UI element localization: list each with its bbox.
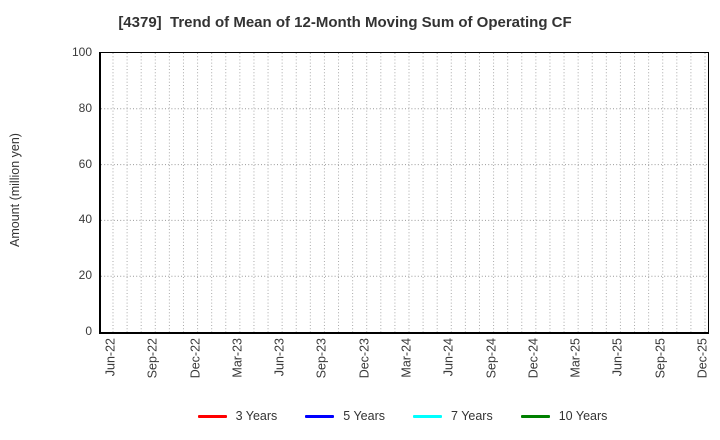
x-tick-label: Mar-25	[568, 338, 583, 378]
legend-item-10-years: 10 Years	[520, 409, 608, 423]
legend-line-swatch	[413, 414, 443, 418]
y-tick-label: 20	[78, 268, 92, 283]
y-axis-label: Amount (million yen)	[8, 133, 22, 247]
legend-label: 7 Years	[451, 409, 493, 423]
x-tick-label: Sep-24	[484, 338, 499, 379]
x-tick-label: Jun-23	[272, 338, 287, 377]
x-tick-label: Jun-25	[610, 338, 625, 377]
y-tick-label: 0	[85, 324, 92, 338]
x-tick-label: Dec-24	[526, 338, 541, 379]
legend-line-swatch	[520, 414, 550, 418]
legend-item-5-years: 5 Years	[305, 409, 385, 423]
legend-line-swatch	[197, 414, 227, 418]
x-tick-label: Sep-23	[314, 338, 329, 379]
x-tick-label: Mar-23	[230, 338, 245, 378]
y-tick-label: 100	[71, 45, 92, 59]
x-tick-label: Mar-24	[399, 338, 414, 378]
legend-label: 3 Years	[235, 409, 278, 423]
chart-title: [4379] Trend of Mean of 12-Month Moving …	[118, 14, 572, 31]
legend-item-7-years: 7 Years	[413, 409, 493, 423]
legend-label: 10 Years	[558, 409, 608, 423]
y-tick-label: 80	[78, 100, 92, 115]
x-tick-label: Jun-22	[103, 338, 118, 377]
x-tick-label: Dec-25	[695, 338, 710, 379]
x-tick-label: Sep-22	[145, 338, 160, 379]
gridlines	[101, 53, 708, 332]
x-tick-label: Dec-22	[188, 338, 203, 379]
legend-label: 5 Years	[343, 409, 386, 423]
legend-item-3-years: 3 Years	[197, 409, 278, 423]
x-tick-label: Dec-23	[357, 338, 372, 379]
y-tick-label: 40	[78, 212, 92, 227]
legend: 3 Years 5 Years 7 Years 10 Years	[99, 404, 706, 428]
legend-line-swatch	[305, 414, 335, 418]
y-tick-label: 60	[78, 156, 92, 171]
x-tick-label: Sep-25	[653, 338, 668, 379]
x-tick-label: Jun-24	[441, 338, 456, 377]
plot-area	[99, 52, 709, 334]
